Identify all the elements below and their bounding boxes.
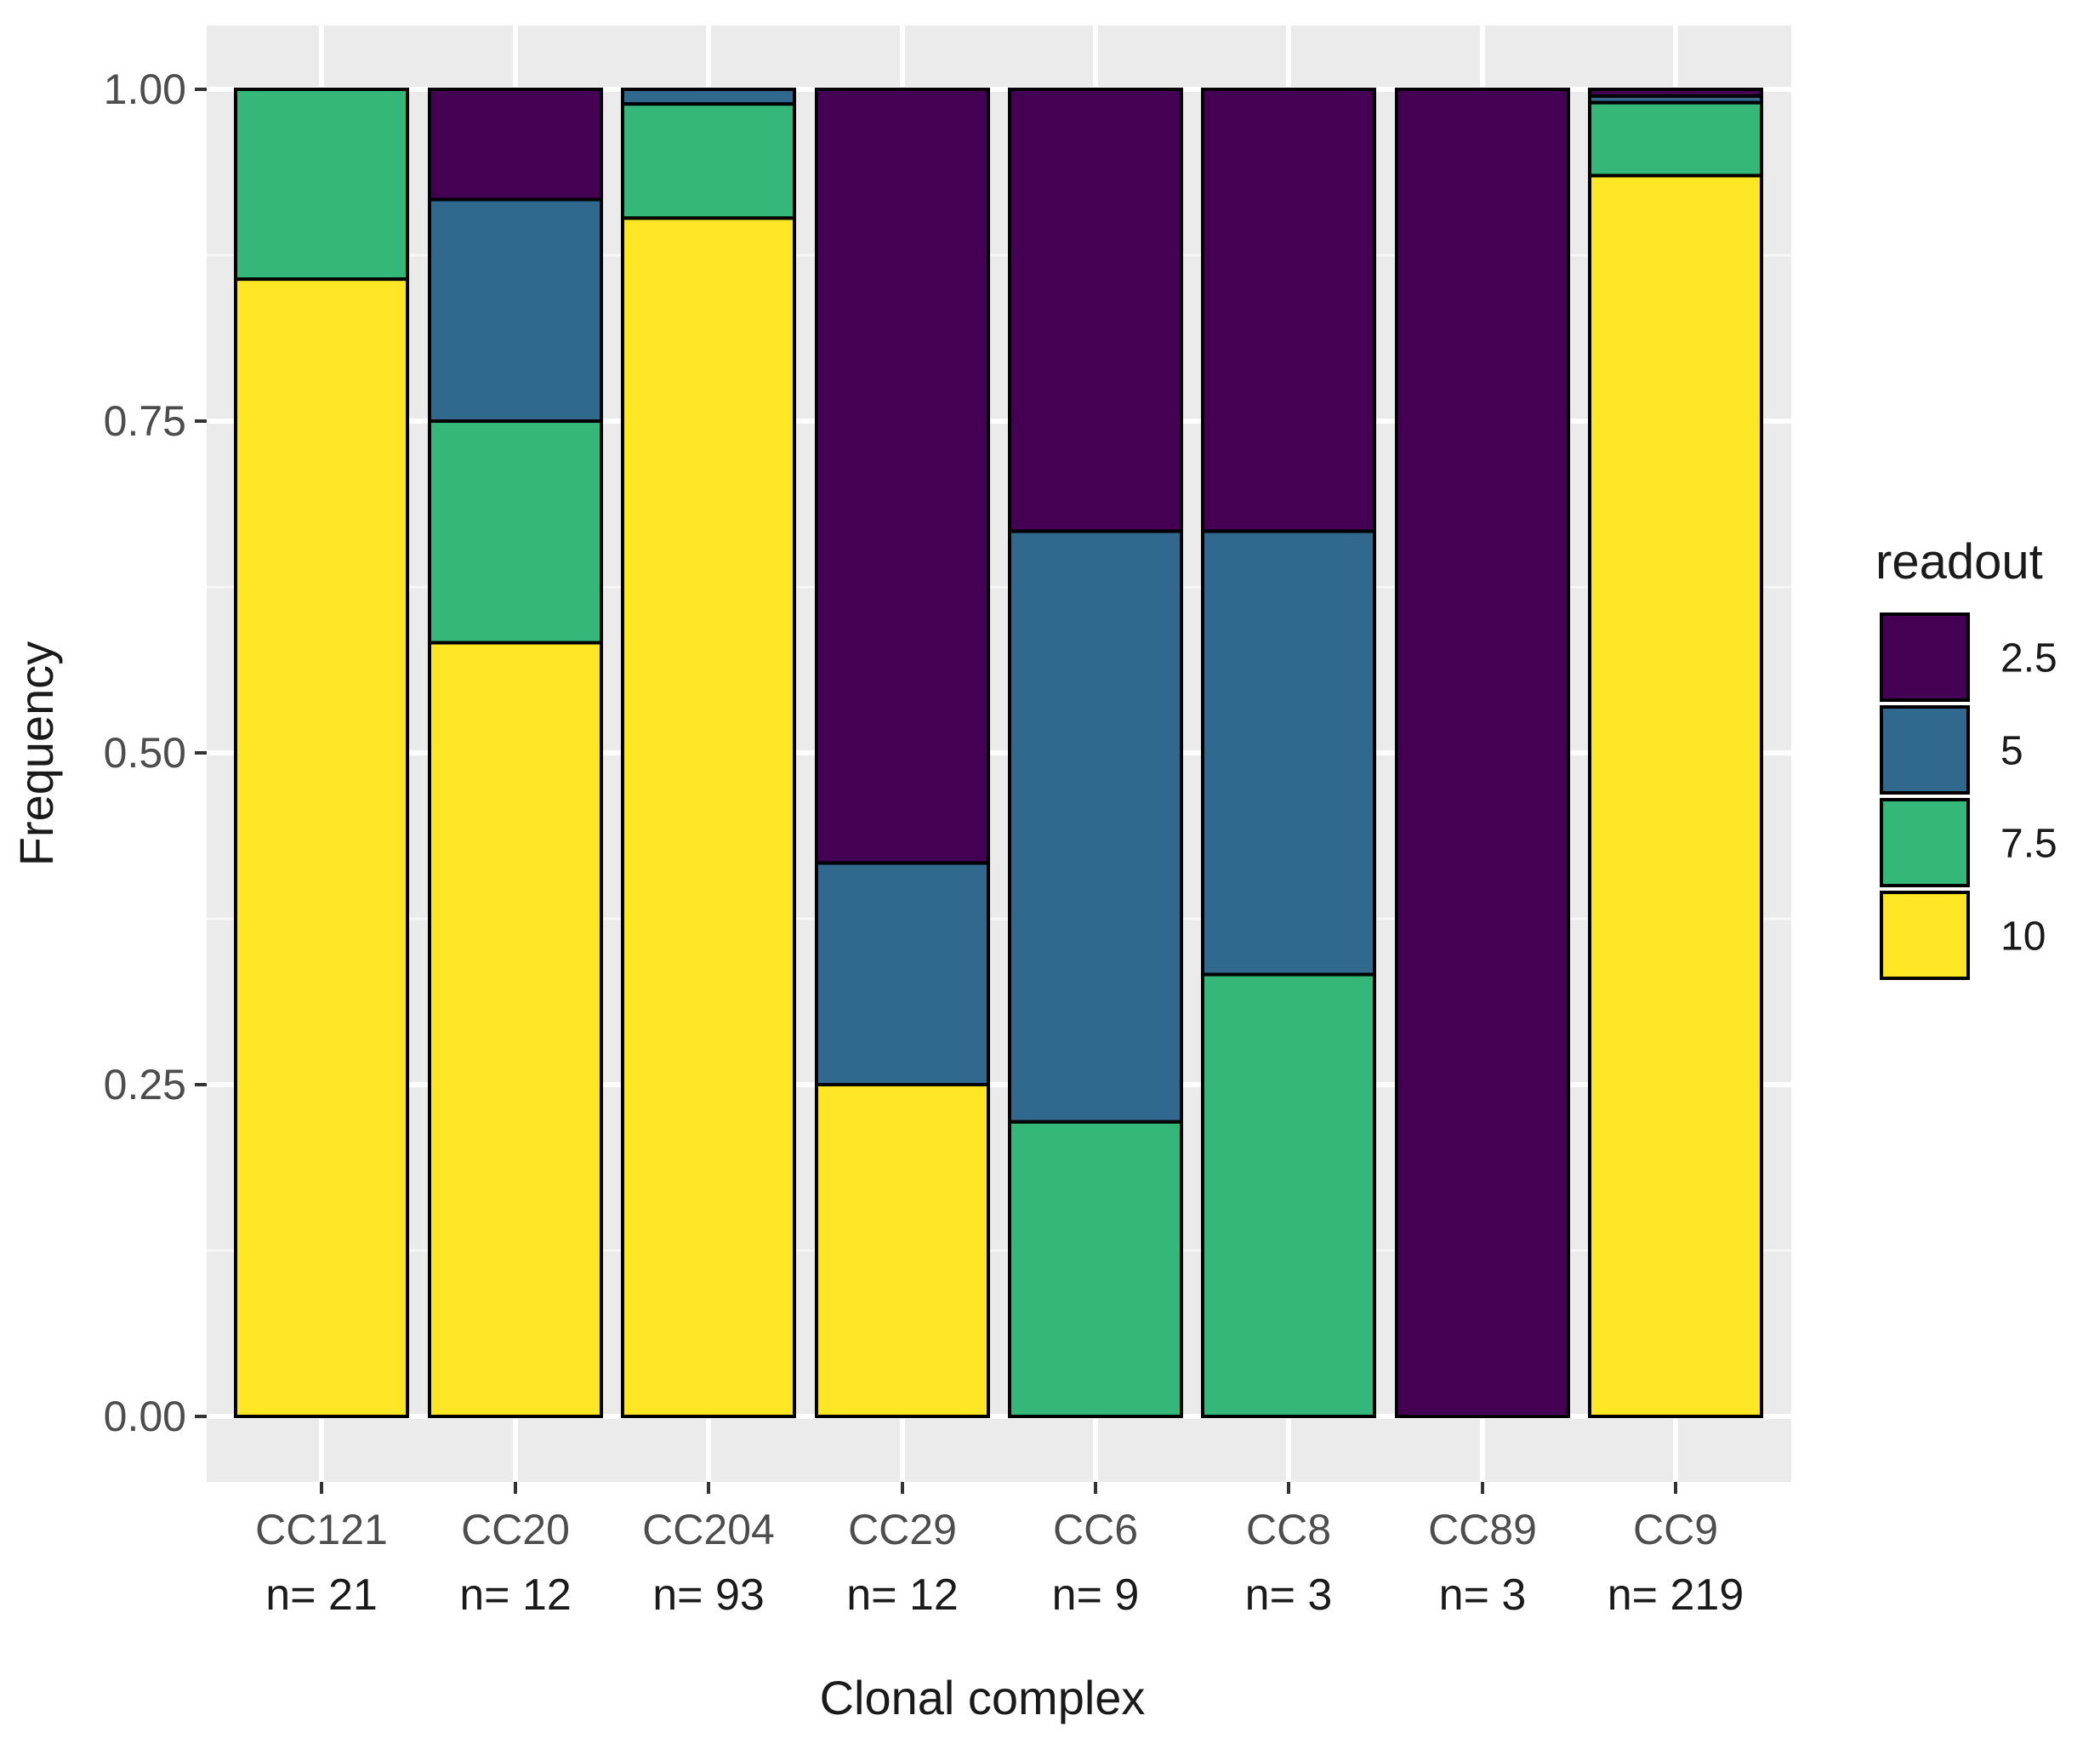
x-sample-size-cc20: n= 12 (459, 1570, 572, 1620)
x-sample-size-cc8: n= 3 (1245, 1570, 1333, 1620)
x-tick-label-cc6: CC6 (1053, 1506, 1138, 1553)
bar-segment-cc6-7-5 (1008, 1120, 1183, 1419)
legend-key-10 (1880, 891, 1970, 980)
bar-segment-cc204-10 (621, 216, 796, 1419)
legend: readout 2.5 5 7.5 10 (1875, 534, 2057, 980)
bar-segment-cc9-7-5 (1588, 100, 1763, 178)
x-sample-size-cc29: n= 12 (846, 1570, 959, 1620)
legend-key-7-5 (1880, 798, 1970, 887)
bar-segment-cc121-7-5 (234, 88, 409, 282)
bar-segment-cc20-2-5 (428, 88, 603, 202)
bar-segment-cc20-7-5 (428, 419, 603, 645)
x-sample-size-cc9: n= 219 (1608, 1570, 1744, 1620)
bar-segment-cc6-2-5 (1008, 88, 1183, 533)
bar-segment-cc9-2-5 (1588, 88, 1763, 98)
legend-label-2-5: 2.5 (2000, 636, 2057, 681)
legend-label-7-5: 7.5 (2000, 822, 2057, 867)
bar-segment-cc29-10 (815, 1083, 990, 1418)
x-tick-label-cc20: CC20 (461, 1506, 570, 1553)
bar-segment-cc8-5 (1201, 529, 1376, 977)
x-sample-size-cc6: n= 9 (1052, 1570, 1140, 1620)
bar-segment-cc89-2-5 (1395, 88, 1570, 1418)
y-tick-label: 0.00 (104, 1393, 186, 1440)
bar-segment-cc204-7-5 (621, 102, 796, 220)
y-tick-label: 1.00 (104, 66, 186, 113)
x-sample-size-cc121: n= 21 (265, 1570, 378, 1620)
y-tick-label: 0.75 (104, 397, 186, 445)
x-tick-label-cc8: CC8 (1246, 1506, 1331, 1553)
x-sample-size-cc89: n= 3 (1439, 1570, 1527, 1620)
x-tick-label-cc29: CC29 (848, 1506, 957, 1553)
legend-label-10: 10 (2000, 915, 2046, 960)
bar-segment-cc8-7-5 (1201, 972, 1376, 1418)
legend-title: readout (1875, 534, 2043, 590)
x-tick-label-cc89: CC89 (1428, 1506, 1537, 1553)
bars (234, 88, 1763, 1419)
bar-segment-cc8-2-5 (1201, 88, 1376, 533)
y-tick-label: 0.50 (104, 729, 186, 777)
y-axis-title: Frequency (9, 641, 63, 867)
axes: 0.00 0.25 0.50 0.75 1.00 CC121 n= 21 CC20 n= 12 C… (104, 66, 1744, 1620)
bar-segment-cc204-5 (621, 88, 796, 106)
bar-segment-cc20-5 (428, 197, 603, 423)
x-tick-label-cc9: CC9 (1633, 1506, 1718, 1553)
legend-key-2-5 (1880, 613, 1970, 702)
x-tick-label-cc121: CC121 (255, 1506, 388, 1553)
bar-segment-cc6-5 (1008, 529, 1183, 1124)
legend-label-5: 5 (2000, 729, 2023, 774)
legend-key-5 (1880, 705, 1970, 795)
x-axis-title: Clonal complex (820, 1671, 1146, 1724)
x-tick-label-cc204: CC204 (642, 1506, 775, 1553)
y-tick-label: 0.25 (104, 1061, 186, 1108)
bar-segment-cc29-5 (815, 861, 990, 1086)
x-sample-size-cc204: n= 93 (652, 1570, 765, 1620)
bar-segment-cc121-10 (234, 277, 409, 1419)
bar-segment-cc9-10 (1588, 174, 1763, 1418)
bar-segment-cc29-2-5 (815, 88, 990, 865)
bar-segment-cc20-10 (428, 641, 603, 1418)
